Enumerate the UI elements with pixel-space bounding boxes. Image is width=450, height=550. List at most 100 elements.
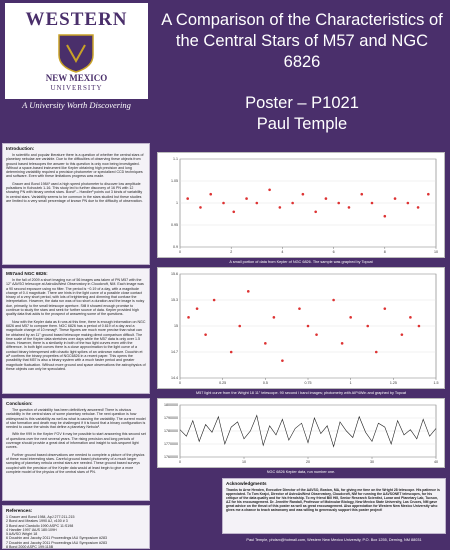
point bbox=[347, 206, 351, 209]
x-tick-label: 1.5 bbox=[434, 381, 439, 385]
point bbox=[366, 324, 370, 328]
caption: NGC 6826 Kepler data, run number one. bbox=[266, 470, 336, 474]
point bbox=[340, 342, 344, 345]
point bbox=[400, 333, 404, 336]
y-tick-label: 14.4 bbox=[171, 376, 178, 380]
logo-shield bbox=[58, 34, 94, 73]
reference: 4 Handler 1997 IAUS 180:109H bbox=[6, 527, 57, 532]
reference: 7 Douchin and Jacoby 2011 Proceedings IA… bbox=[6, 540, 108, 545]
x-tick-label: 0.75 bbox=[305, 381, 312, 385]
point bbox=[291, 201, 294, 205]
point bbox=[187, 316, 190, 319]
point bbox=[360, 192, 364, 196]
point bbox=[416, 206, 420, 209]
x-tick-label: 40 bbox=[434, 460, 438, 464]
y-tick-label: 0.9 bbox=[173, 245, 178, 249]
plot: 14.4 14.7 15 15.3 15.6 0 0.25 0.5 0.75 1 1.25 1.5 bbox=[171, 272, 439, 385]
point bbox=[204, 333, 207, 336]
point bbox=[374, 350, 378, 354]
point bbox=[332, 298, 335, 302]
m57-panel: M57and NGC 6826: In the fall of 2009 a s… bbox=[2, 268, 150, 394]
x-tick-label: 6 bbox=[333, 250, 335, 254]
conclusion-panel: Conclusion: The question of variability … bbox=[2, 398, 150, 501]
y-tick-label: 15 bbox=[174, 324, 178, 328]
point bbox=[315, 333, 318, 336]
y-tick-label: 1 bbox=[176, 201, 178, 205]
x-tick-label: 0.25 bbox=[219, 381, 226, 385]
references-panel: References: 1 Grauer and Bond 1984, ApJ … bbox=[2, 505, 150, 549]
series-line bbox=[179, 414, 437, 448]
reference: 3 Bond and Ciardullo 1990 ASPC 11:S198 bbox=[6, 523, 74, 528]
reference: 6 Douchin and Jacoby 2011 Proceedings IA… bbox=[6, 536, 108, 541]
x-tick-label: 20 bbox=[306, 460, 310, 464]
heading: Acknowledgments bbox=[226, 481, 267, 486]
x-tick-label: 1.25 bbox=[390, 381, 397, 385]
paragraph: The question of variability has been def… bbox=[6, 408, 146, 430]
x-tick-label: 30 bbox=[370, 460, 374, 464]
point bbox=[272, 316, 276, 319]
point bbox=[232, 210, 236, 214]
logo-name: WESTERN bbox=[25, 9, 128, 30]
y-tick-label: 15.3 bbox=[171, 298, 178, 302]
figure: 14.4 14.7 15 15.3 15.6 0 0.25 0.5 0.75 1 1.25 1.5 bbox=[157, 267, 445, 389]
point bbox=[238, 324, 242, 328]
heading: Conclusion: bbox=[6, 401, 33, 406]
point bbox=[417, 324, 421, 328]
paragraph: Now with the Kepler data as it runs at t… bbox=[6, 319, 146, 371]
intro-panel: Introduction: In scientific and popular … bbox=[2, 143, 150, 265]
point bbox=[337, 201, 341, 205]
point bbox=[393, 197, 397, 200]
point bbox=[409, 316, 412, 319]
point bbox=[306, 324, 310, 328]
point bbox=[301, 192, 305, 196]
point bbox=[246, 290, 250, 293]
plot: 1760000 1770000 1780000 1790000 1800000 0 10 20… bbox=[164, 403, 438, 464]
x-tick-label: 0 bbox=[179, 250, 181, 254]
x-tick-label: 0 bbox=[179, 381, 181, 385]
y-tick-label: 1800000 bbox=[164, 403, 178, 407]
x-tick-label: 0.5 bbox=[263, 381, 268, 385]
point bbox=[314, 210, 317, 214]
point bbox=[195, 307, 199, 310]
y-tick-label: 1780000 bbox=[164, 429, 178, 433]
x-tick-label: 4 bbox=[281, 250, 283, 254]
y-tick-label: 15.6 bbox=[171, 272, 178, 276]
x-tick-label: 2 bbox=[230, 250, 232, 254]
reference: 8 Bond 2000 ASPC 199:115B bbox=[6, 545, 54, 549]
point bbox=[209, 192, 213, 196]
paragraph: With the f/99 in the Kepler FOV it may b… bbox=[6, 432, 146, 450]
figure: 1760000 1770000 1780000 1790000 1800000 0 10 20… bbox=[157, 398, 445, 468]
logo-univ: UNIVERSITY bbox=[50, 84, 103, 92]
author: Paul Temple bbox=[256, 115, 348, 133]
x-tick-label: 1 bbox=[350, 381, 352, 385]
title-block: A Comparison of the Characteristics of t… bbox=[158, 10, 446, 135]
point bbox=[199, 206, 202, 209]
caption: A small portion of data from Kepler of N… bbox=[229, 260, 373, 264]
heading: References: bbox=[6, 508, 33, 513]
x-tick-label: 8 bbox=[384, 250, 386, 254]
point bbox=[264, 342, 267, 345]
paragraph: Thanks to Arne Henden, Executive Directo… bbox=[226, 488, 440, 513]
point bbox=[222, 201, 225, 205]
point bbox=[245, 197, 248, 200]
x-tick-label: 10 bbox=[242, 460, 246, 464]
x-tick-label: 0 bbox=[179, 460, 181, 464]
y-tick-label: 1760000 bbox=[164, 455, 178, 459]
point bbox=[281, 359, 284, 362]
paragraph: In the fall of 2009 a short imaging run … bbox=[6, 278, 145, 317]
point bbox=[298, 307, 301, 310]
y-tick-label: 1770000 bbox=[164, 442, 178, 446]
title: A Comparison of the Characteristics of t… bbox=[161, 11, 443, 71]
acknowledgments-panel: Acknowledgments Thanks to Arne Henden, E… bbox=[222, 478, 446, 534]
figure: 0.9 0.95 1 1.05 1.1 0 2 4 6 8 10 bbox=[157, 152, 445, 258]
paragraph: In scientific and popular literature the… bbox=[6, 153, 144, 179]
reference: 5 AAVSO Wright 18 bbox=[6, 532, 38, 537]
caption: M57 light curve from the Wright 18 11" t… bbox=[195, 391, 407, 395]
point bbox=[370, 201, 374, 205]
point bbox=[255, 201, 259, 205]
point bbox=[427, 192, 430, 196]
tagline: A University Worth Discovering bbox=[22, 100, 131, 110]
y-tick-label: 0.95 bbox=[171, 223, 178, 227]
point bbox=[324, 197, 328, 200]
